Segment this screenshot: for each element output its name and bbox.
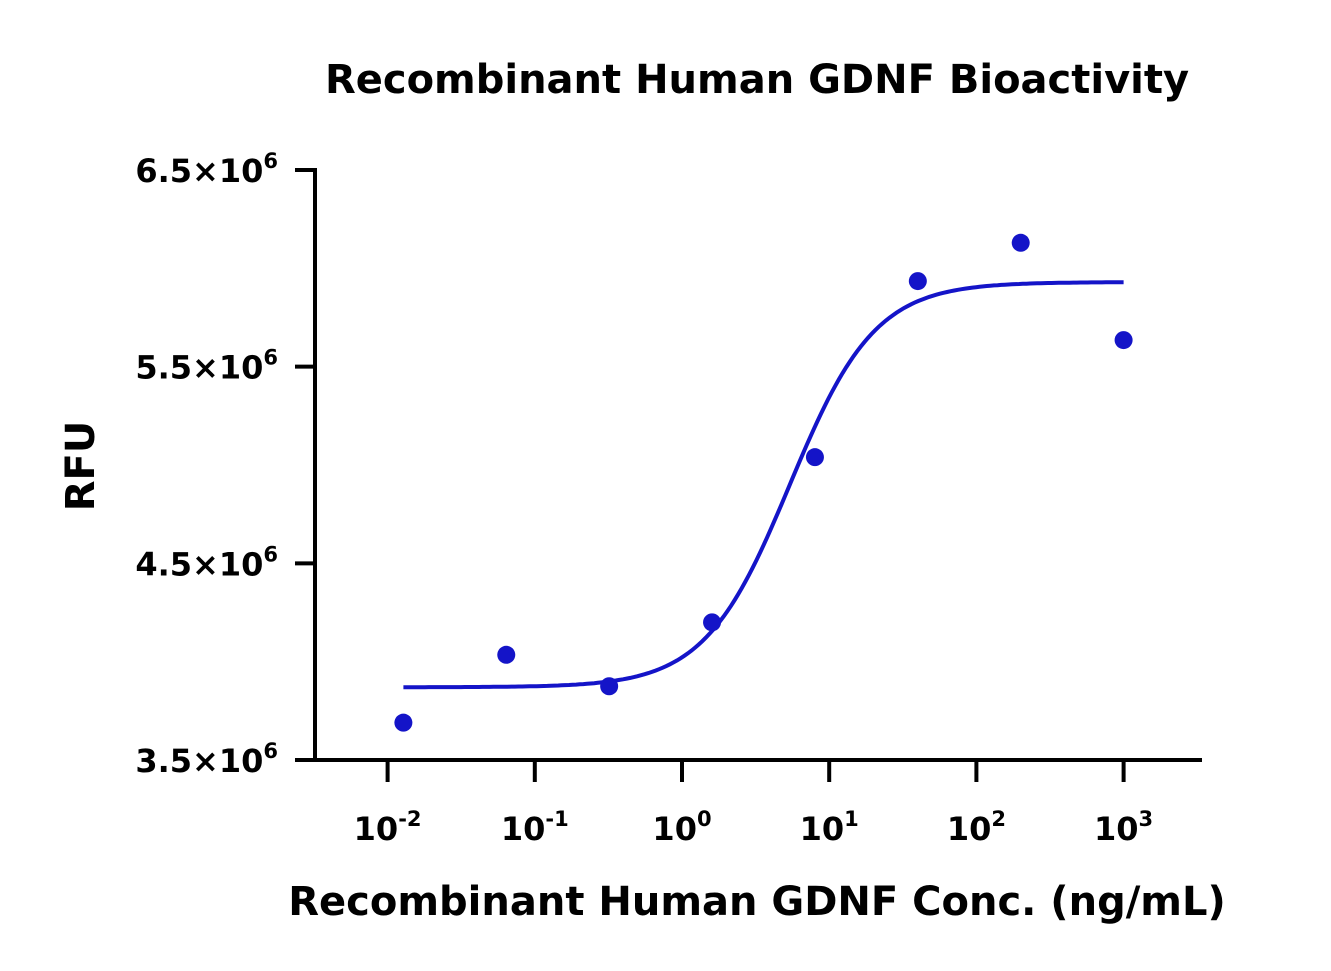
data-point bbox=[703, 613, 722, 632]
data-point bbox=[600, 677, 619, 696]
y-tick-label: 6.5×106 bbox=[135, 149, 278, 190]
y-tick-label: 5.5×106 bbox=[135, 346, 278, 387]
x-tick-label: 101 bbox=[800, 807, 859, 848]
data-point bbox=[497, 645, 516, 664]
y-tick-label: 4.5×106 bbox=[135, 542, 278, 583]
x-axis-label: Recombinant Human GDNF Conc. (ng/mL) bbox=[288, 879, 1226, 925]
y-axis-label: RFU bbox=[58, 421, 104, 512]
data-point bbox=[805, 448, 824, 467]
chart-title: Recombinant Human GDNF Bioactivity bbox=[325, 57, 1189, 103]
y-tick-label: 3.5×106 bbox=[135, 739, 278, 780]
x-tick-label: 100 bbox=[652, 807, 711, 848]
data-point bbox=[908, 272, 927, 291]
data-point bbox=[1011, 233, 1030, 252]
x-tick-label: 103 bbox=[1094, 807, 1153, 848]
data-point bbox=[1114, 331, 1133, 350]
data-point bbox=[394, 713, 413, 732]
x-tick-label: 102 bbox=[947, 807, 1006, 848]
fit-curve bbox=[403, 280, 1124, 690]
x-tick-label: 10-2 bbox=[354, 807, 422, 848]
x-tick-label: 10-1 bbox=[501, 807, 569, 848]
